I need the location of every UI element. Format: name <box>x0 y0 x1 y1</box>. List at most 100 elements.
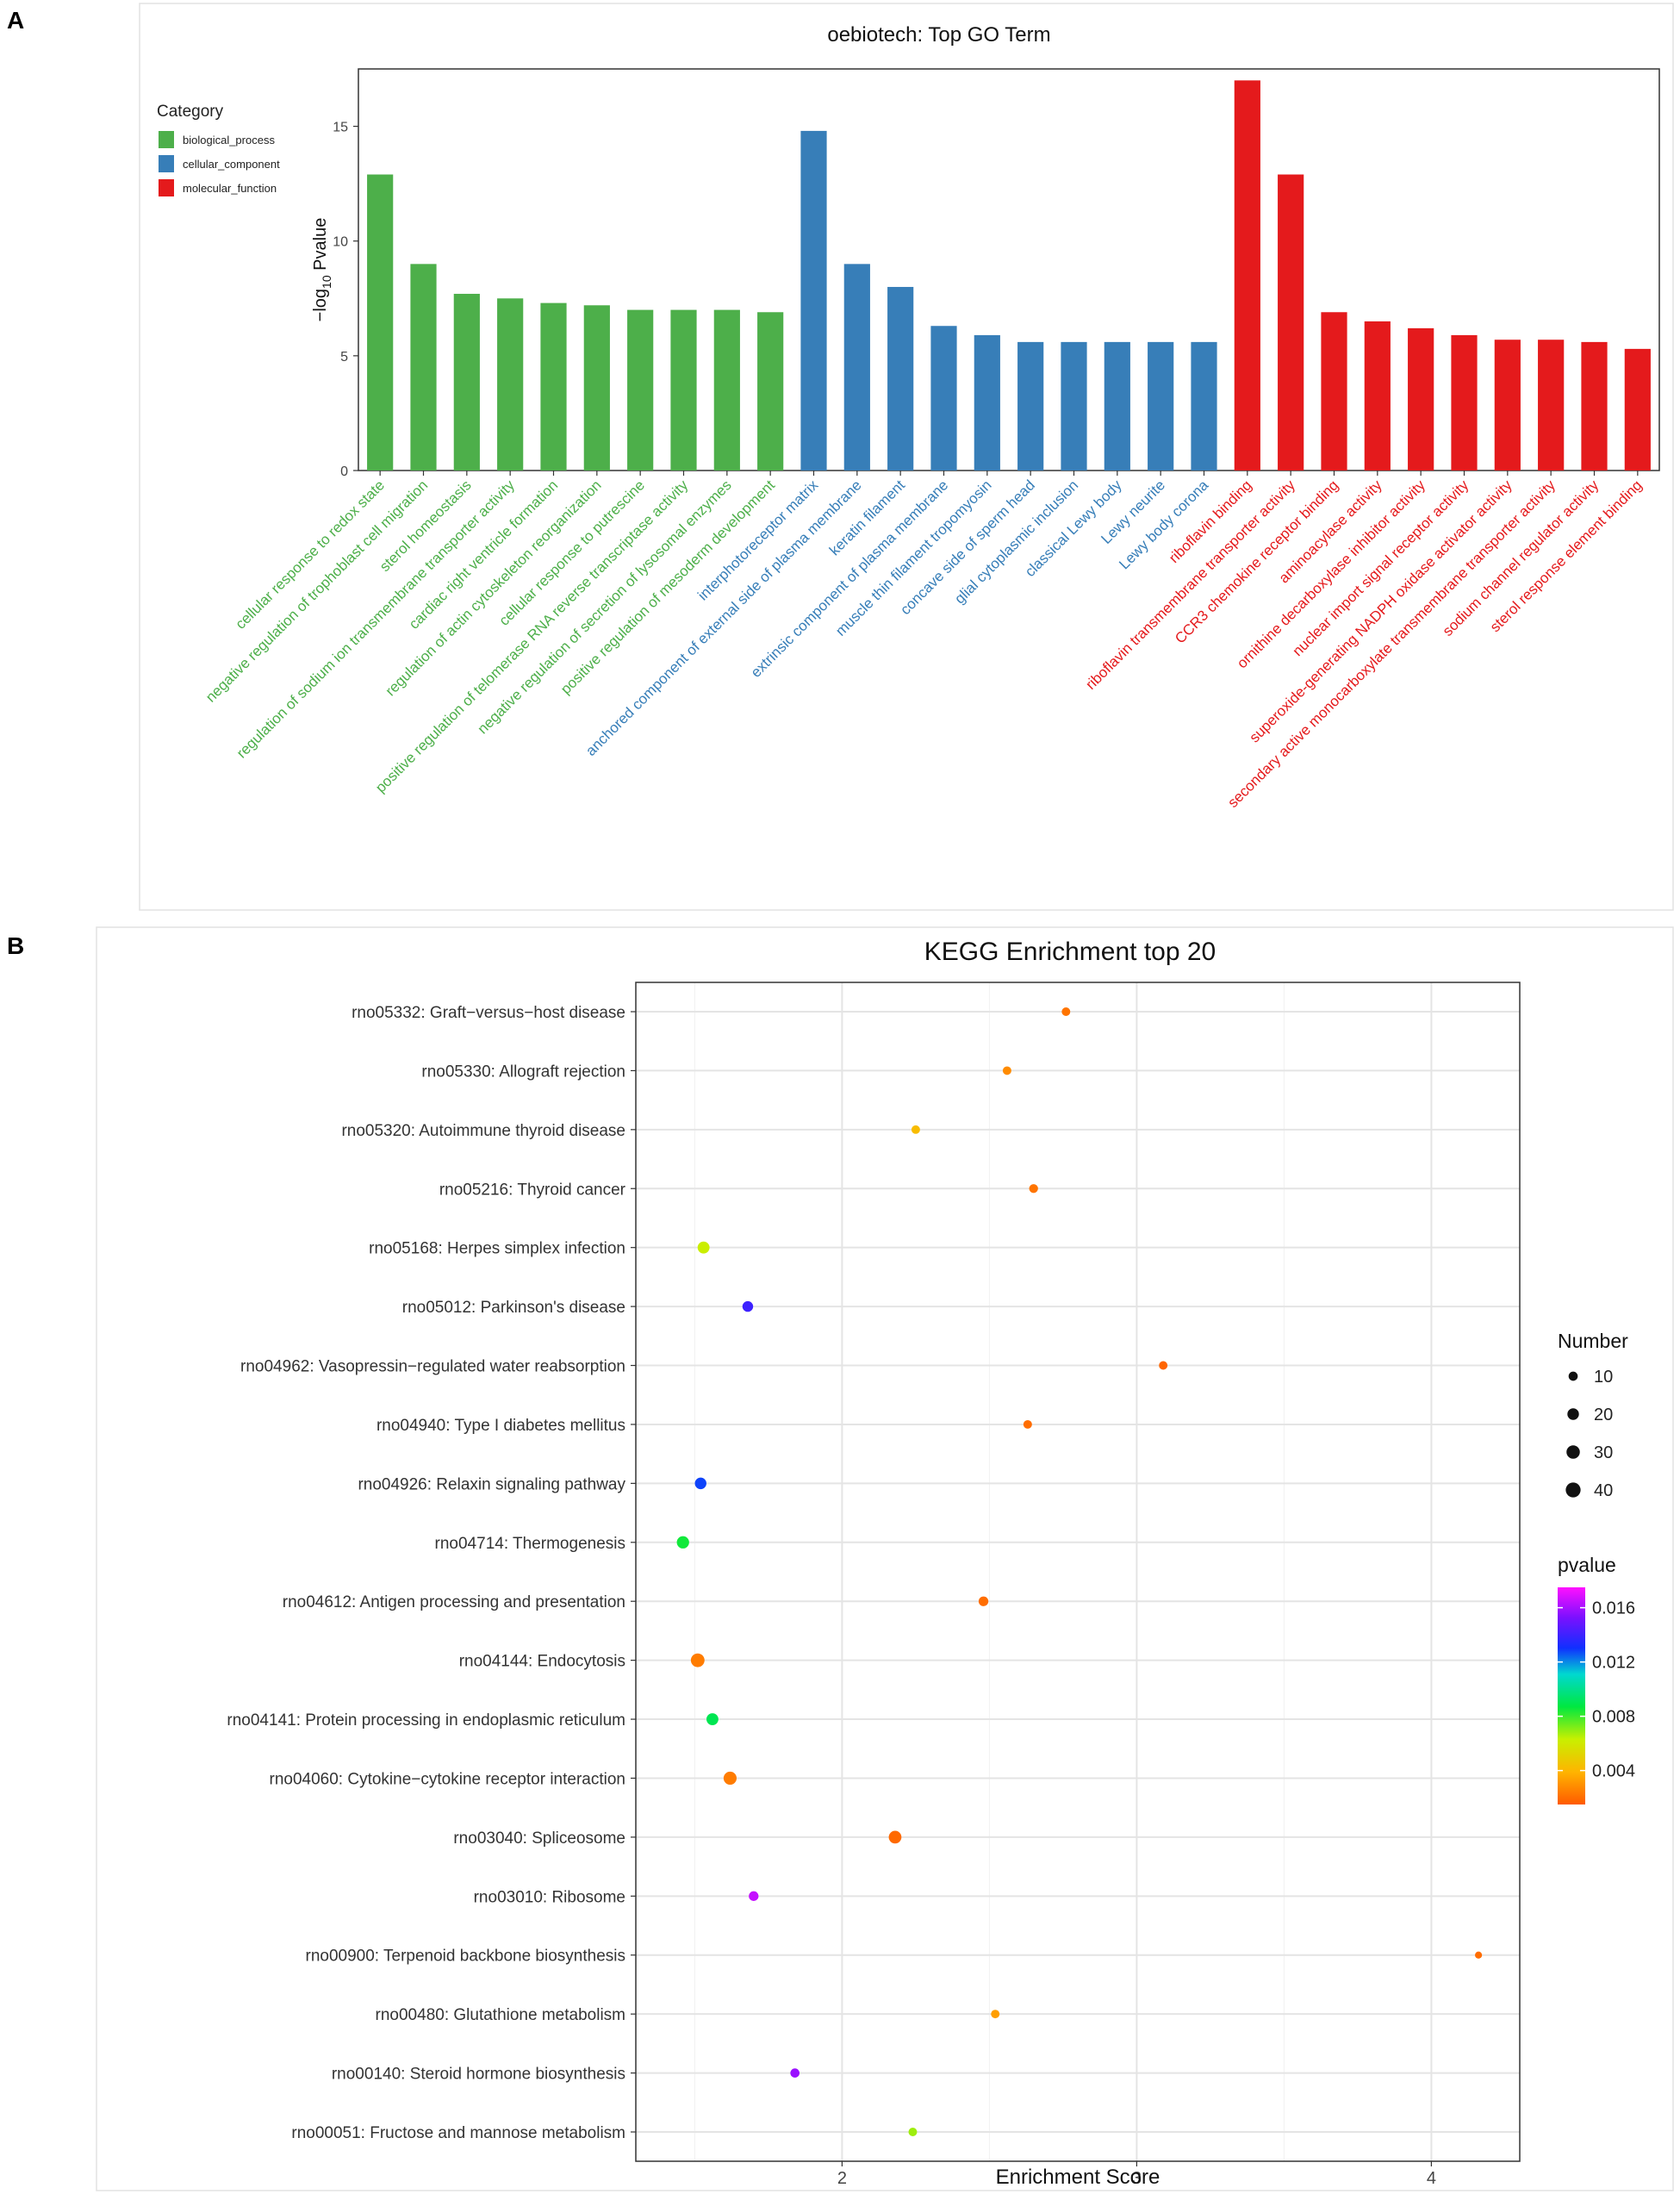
go-bars <box>367 80 1651 471</box>
panel-b-label: B <box>7 932 25 959</box>
data-point <box>697 1241 710 1254</box>
pathway-label: rno04940: Type I diabetes mellitus <box>376 1417 625 1435</box>
size-legend-label: 10 <box>1594 1368 1613 1387</box>
data-point <box>694 1477 706 1490</box>
data-point <box>690 1653 705 1667</box>
go-x-labels: cellular response to redox statenegative… <box>202 471 1646 811</box>
data-point <box>1061 1007 1071 1016</box>
bar <box>453 293 480 471</box>
pathway-label: rno04144: Endocytosis <box>459 1653 625 1671</box>
kegg-points <box>676 1007 1483 2136</box>
pvalue-legend: pvalue 0.016 0.012 0.008 0.004 <box>1558 1554 1635 1804</box>
y-tick-label: 0 <box>340 464 348 479</box>
pathway-label: rno05332: Graft−versus−host disease <box>352 1004 625 1022</box>
bar <box>627 309 654 471</box>
colorbar-label: 0.016 <box>1592 1599 1635 1618</box>
size-legend-label: 30 <box>1594 1443 1613 1462</box>
bar <box>1321 312 1347 471</box>
pathway-label: rno04962: Vasopressin−regulated water re… <box>240 1358 625 1376</box>
kegg-chart-title: KEGG Enrichment top 20 <box>924 938 1216 966</box>
data-point <box>1159 1361 1168 1370</box>
bar <box>1234 80 1260 471</box>
data-point <box>1023 1419 1032 1429</box>
bar <box>1104 341 1130 471</box>
panel-a-frame <box>139 3 1674 911</box>
bar <box>670 309 697 471</box>
data-point <box>978 1596 989 1606</box>
data-point <box>749 1891 759 1901</box>
bar <box>583 305 610 471</box>
pathway-label: rno03040: Spliceosome <box>453 1829 625 1848</box>
data-point <box>908 2128 918 2136</box>
bar <box>887 286 914 471</box>
go-plot-area <box>358 68 1660 471</box>
pvalue-colorbar <box>1558 1587 1585 1804</box>
size-legend-title: Number <box>1558 1330 1628 1352</box>
go-chart-title: oebiotech: Top GO Term <box>827 23 1050 47</box>
ylabel-prefix: −log <box>311 289 330 321</box>
x-tick-label: secondary active monocarboxylate transme… <box>1224 477 1559 811</box>
ylabel-suffix: Pvalue <box>311 218 330 276</box>
size-legend-dot <box>1566 1445 1580 1459</box>
bar <box>1408 327 1434 471</box>
bar <box>1538 340 1565 471</box>
x-tick-label: 3 <box>1132 2169 1142 2188</box>
colorbar-label: 0.012 <box>1592 1654 1635 1673</box>
legend-label: biological_process <box>183 134 275 146</box>
size-legend-label: 40 <box>1594 1481 1613 1500</box>
y-tick-label: 5 <box>340 350 348 365</box>
kegg-x-axis-label: Enrichment Score <box>996 2166 1160 2189</box>
legend-label: cellular_component <box>183 158 280 171</box>
bar <box>410 264 437 471</box>
go-bar-chart: oebiotech: Top GO Term Category biologica… <box>139 3 1674 911</box>
x-tick-label: 2 <box>837 2169 847 2188</box>
pvalue-legend-title: pvalue <box>1558 1554 1616 1576</box>
pathway-label: rno00051: Fructose and mannose metabolis… <box>291 2124 625 2142</box>
bar <box>930 326 957 471</box>
pathway-label: rno00140: Steroid hormone biosynthesis <box>332 2066 625 2084</box>
bar <box>1148 341 1174 471</box>
bar <box>1494 340 1521 471</box>
bar <box>1581 341 1608 471</box>
x-tick-label: sodium channel regulator activity <box>1440 477 1602 639</box>
bar <box>1061 341 1087 471</box>
y-tick-label: 10 <box>333 235 348 250</box>
ylabel-sub: 10 <box>320 275 333 289</box>
go-y-axis: 0 5 10 15 <box>333 121 358 479</box>
kegg-plot-area <box>635 982 1521 2162</box>
bar <box>1017 341 1044 471</box>
x-tick-label: muscle thin filament tropomyosin <box>832 477 994 639</box>
data-point <box>888 1830 902 1844</box>
data-point <box>723 1771 737 1786</box>
bar <box>1451 334 1478 471</box>
pathway-label: rno04060: Cytokine−cytokine receptor int… <box>270 1770 626 1788</box>
colorbar-label: 0.004 <box>1592 1762 1635 1781</box>
legend-swatch <box>159 179 174 196</box>
bar <box>1364 321 1391 471</box>
pathway-label: rno03010: Ribosome <box>474 1888 625 1906</box>
size-legend-dot <box>1568 1371 1578 1381</box>
pathway-label: rno05012: Parkinson's disease <box>402 1299 625 1317</box>
x-tick-label: regulation of sodium ion transmembrane t… <box>233 477 518 761</box>
size-legend-label: 20 <box>1594 1406 1613 1424</box>
legend-title: Category <box>157 103 224 121</box>
data-point <box>991 2010 1000 2019</box>
data-point <box>1002 1066 1011 1075</box>
pathway-label: rno00900: Terpenoid backbone biosynthesi… <box>306 1948 625 1966</box>
kegg-dot-chart: KEGG Enrichment top 20 rno05332: Graft−v… <box>96 926 1674 2191</box>
data-point <box>742 1300 754 1312</box>
legend-swatch <box>159 155 174 172</box>
bar <box>843 264 870 471</box>
bar <box>974 334 1000 471</box>
pathway-label: rno04714: Thermogenesis <box>435 1535 625 1553</box>
go-y-axis-label: −log10 Pvalue <box>311 218 333 322</box>
x-tick-label: keratin filament <box>826 477 908 558</box>
data-point <box>1475 1951 1483 1959</box>
bar <box>540 302 567 471</box>
data-point <box>706 1713 719 1725</box>
size-legend-dot <box>1565 1482 1581 1498</box>
bar <box>497 298 524 471</box>
colorbar-label: 0.008 <box>1592 1708 1635 1727</box>
pathway-label: rno05320: Autoimmune thyroid disease <box>341 1122 625 1140</box>
kegg-y-labels: rno05332: Graft−versus−host disease rno05… <box>227 1004 636 2142</box>
